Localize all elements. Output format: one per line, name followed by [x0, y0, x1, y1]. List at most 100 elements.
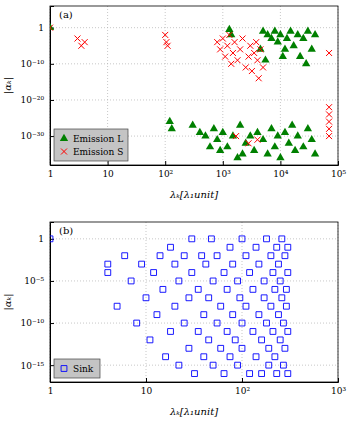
x-tick-label: 1 — [48, 386, 54, 396]
point — [201, 354, 207, 360]
point — [283, 286, 289, 292]
point — [213, 135, 221, 142]
point — [291, 146, 299, 153]
point — [280, 320, 286, 326]
y-tick: 10⁻²⁰ — [21, 95, 54, 105]
point — [276, 30, 284, 37]
legend-box — [54, 129, 128, 161]
point — [308, 135, 316, 142]
point — [105, 270, 111, 276]
legend-label: Sink — [73, 364, 94, 374]
legend-label: Emission S — [73, 147, 123, 157]
point — [226, 32, 232, 38]
point — [274, 371, 280, 377]
panel: 11010²10³10⁴10⁵10⁻³⁰10⁻²⁰10⁻¹⁰1(a)λₖ[λ₁u… — [2, 6, 346, 200]
figure: 11010²10³10⁴10⁵10⁻³⁰10⁻²⁰10⁻¹⁰1(a)λₖ[λ₁u… — [0, 0, 349, 431]
point — [276, 153, 284, 160]
point — [230, 50, 236, 56]
point — [272, 286, 278, 292]
point — [232, 39, 238, 45]
point — [270, 329, 276, 335]
panel-title: (b) — [59, 225, 73, 236]
point — [201, 131, 209, 138]
point — [82, 39, 88, 45]
y-tick-mark — [50, 365, 54, 366]
point — [206, 142, 214, 149]
point — [247, 371, 253, 377]
point — [160, 286, 166, 292]
x-tick-mark — [338, 378, 339, 382]
point — [237, 46, 243, 52]
point — [249, 68, 255, 74]
point — [257, 46, 263, 52]
point — [266, 362, 272, 368]
point — [274, 244, 280, 250]
y-tick: 10⁻³⁰ — [21, 131, 54, 141]
point — [186, 345, 192, 351]
legend-box — [54, 359, 100, 378]
legend: Emission L Emission S — [54, 129, 128, 161]
point — [247, 43, 253, 49]
x-axis: 11010²10³10⁴10⁵ — [48, 161, 347, 179]
point — [243, 64, 249, 70]
grid-line — [50, 238, 338, 239]
point — [239, 320, 245, 326]
point — [283, 34, 291, 41]
point — [168, 329, 174, 335]
y-tick-mark — [50, 136, 54, 137]
point — [166, 117, 174, 124]
point — [268, 303, 274, 309]
point — [181, 320, 187, 326]
point — [239, 236, 245, 242]
point — [264, 236, 270, 242]
x-tick-mark — [146, 378, 147, 382]
y-tick-label: 10⁻¹⁰ — [21, 318, 45, 328]
grid-line — [50, 27, 338, 28]
point — [288, 120, 296, 127]
point — [243, 253, 249, 259]
point — [176, 362, 182, 368]
point — [254, 57, 260, 63]
point — [250, 329, 256, 335]
legend-label: Emission L — [73, 134, 123, 144]
point — [168, 244, 174, 250]
point — [227, 244, 233, 250]
x-tick: 10⁴ — [273, 161, 288, 179]
point — [172, 261, 178, 267]
y-tick-label: 10⁻¹⁵ — [21, 361, 45, 371]
legend-marker — [61, 366, 67, 372]
y-tick-mark — [50, 239, 54, 240]
point — [172, 303, 178, 309]
points — [50, 23, 332, 160]
point — [214, 253, 220, 259]
y-tick-label: 10⁻³⁰ — [21, 131, 45, 141]
point — [261, 295, 267, 301]
point — [233, 133, 239, 139]
point — [256, 312, 262, 318]
point — [222, 54, 228, 60]
x-tick-mark — [338, 161, 339, 165]
point — [276, 261, 282, 267]
point — [157, 253, 163, 259]
y-axis: 10⁻³⁰10⁻²⁰10⁻¹⁰1 — [21, 7, 54, 166]
grid-line — [50, 63, 338, 64]
point — [50, 236, 53, 242]
chart-root: 11010²10³10⁴10⁵10⁻³⁰10⁻²⁰10⁻¹⁰1(a)λₖ[λ₁u… — [0, 0, 349, 431]
point — [114, 303, 120, 309]
point — [250, 146, 258, 153]
point — [285, 244, 291, 250]
point — [227, 354, 233, 360]
point — [274, 131, 282, 138]
y-axis: 10⁻¹⁵10⁻¹⁰10⁻⁵1 — [21, 223, 54, 383]
point — [279, 52, 287, 59]
y-tick-label: 1 — [38, 23, 44, 33]
point — [279, 236, 285, 242]
point — [286, 26, 294, 33]
point — [181, 253, 187, 259]
point — [326, 111, 332, 117]
point — [326, 119, 332, 125]
point — [189, 236, 195, 242]
plot-frame — [50, 222, 338, 382]
grid-line — [50, 99, 338, 100]
point — [216, 146, 224, 153]
